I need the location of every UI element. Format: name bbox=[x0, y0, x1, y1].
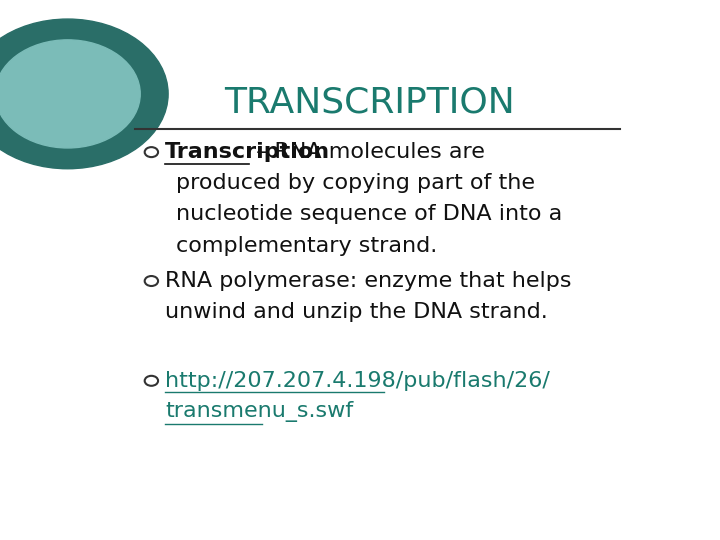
Text: http://207.207.4.198/pub/flash/26/: http://207.207.4.198/pub/flash/26/ bbox=[166, 371, 550, 391]
Text: – RNA molecules are: – RNA molecules are bbox=[248, 142, 485, 162]
Text: complementary strand.: complementary strand. bbox=[176, 235, 438, 255]
Text: unwind and unzip the DNA strand.: unwind and unzip the DNA strand. bbox=[166, 302, 548, 322]
Text: produced by copying part of the: produced by copying part of the bbox=[176, 173, 536, 193]
Text: RNA polymerase: enzyme that helps: RNA polymerase: enzyme that helps bbox=[166, 271, 572, 291]
Text: nucleotide sequence of DNA into a: nucleotide sequence of DNA into a bbox=[176, 205, 563, 225]
Text: TRANSCRIPTION: TRANSCRIPTION bbox=[224, 85, 514, 119]
Circle shape bbox=[0, 19, 168, 168]
Text: Transcription: Transcription bbox=[166, 142, 330, 162]
Text: transmenu_s.swf: transmenu_s.swf bbox=[166, 402, 354, 422]
Circle shape bbox=[0, 40, 140, 148]
